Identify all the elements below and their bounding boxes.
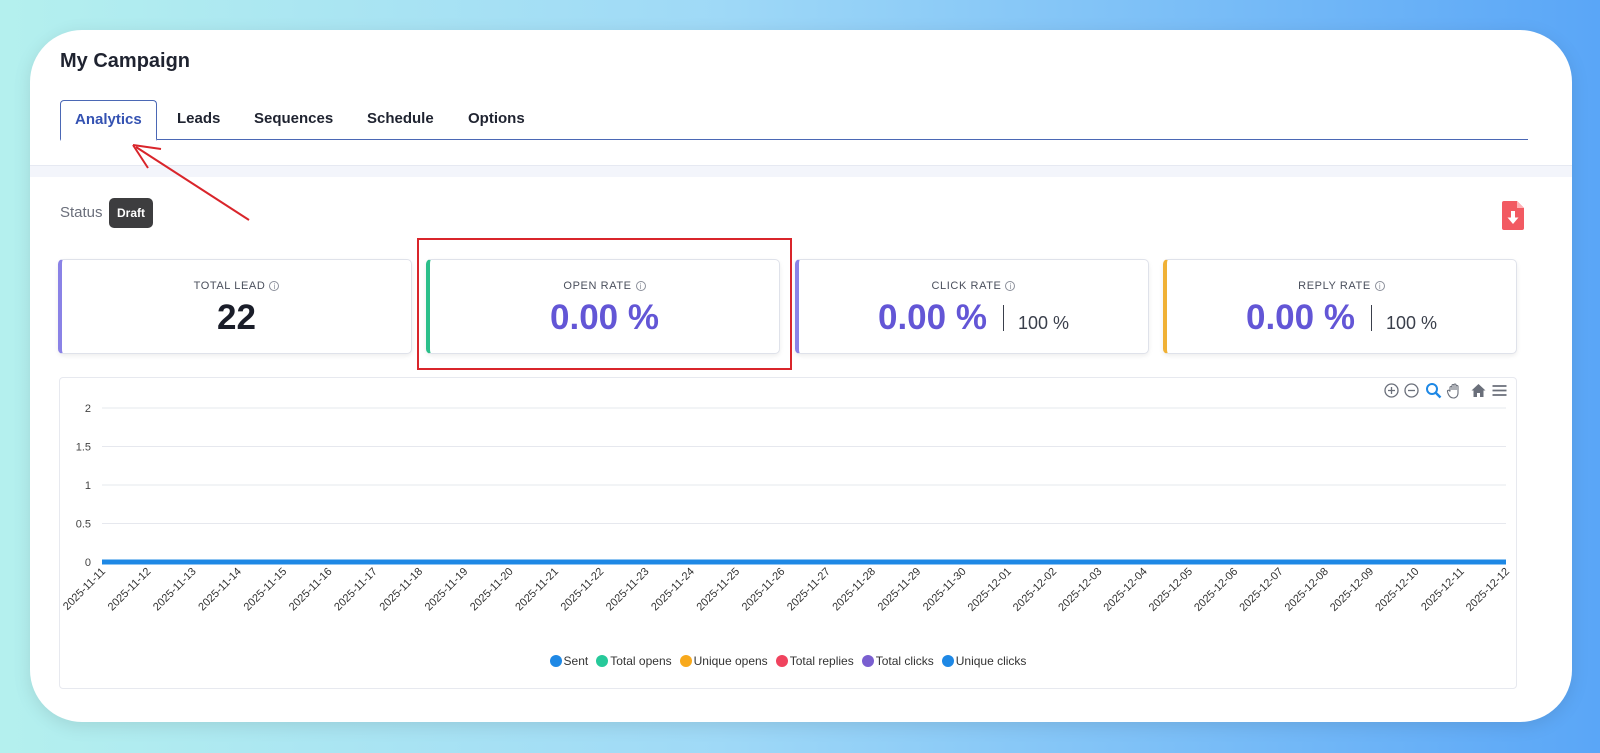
y-tick-label: 1.5 [76, 442, 91, 454]
stat-value: 0.00 % [877, 298, 987, 337]
x-tick-label: 2025-12-06 [1192, 566, 1240, 614]
tab-options[interactable]: Options [468, 110, 525, 127]
x-tick-label: 2025-11-20 [468, 566, 516, 614]
legend-marker [941, 655, 954, 667]
tab-sequences[interactable]: Sequences [254, 110, 334, 127]
x-tick-label: 2025-12-10 [1373, 566, 1421, 614]
x-tick-label: 2025-11-14 [196, 566, 244, 614]
y-tick-label: 1 [85, 480, 91, 492]
x-tick-label: 2025-11-15 [242, 566, 290, 614]
x-tick-label: 2025-12-07 [1237, 566, 1285, 614]
legend-marker [861, 655, 874, 667]
stat-card-click-rate: CLICK RATE i 0.00 % 100 % [795, 259, 1149, 354]
info-icon[interactable]: i [1005, 281, 1016, 291]
legend-item-total-clicks[interactable]: Total clicks [861, 654, 934, 668]
pan-icon[interactable] [1446, 382, 1463, 399]
stat-sub-value: 100 % [1385, 313, 1437, 333]
page-title: My Campaign [60, 50, 191, 72]
legend-marker [775, 655, 788, 667]
divider [1002, 305, 1004, 331]
x-tick-label: 2025-12-09 [1328, 566, 1376, 614]
x-tick-label: 2025-11-22 [559, 566, 607, 614]
x-tick-label: 2025-11-23 [604, 566, 652, 614]
zoom-selection-icon[interactable] [1425, 382, 1442, 399]
legend-item-unique-clicks[interactable]: Unique clicks [941, 654, 1027, 668]
stat-value: 0.00 % [1245, 298, 1355, 337]
campaign-panel: My Campaign Analytics Leads Sequences Sc… [30, 30, 1572, 722]
section-divider [30, 165, 1572, 177]
legend-item-total-replies[interactable]: Total replies [775, 654, 854, 668]
stat-label: OPEN RATE [563, 280, 632, 292]
chart-legend: Sent Total opens Unique opens Total replies… [60, 654, 1516, 668]
x-tick-label: 2025-12-04 [1102, 566, 1150, 614]
info-icon[interactable]: i [635, 281, 646, 291]
y-tick-label: 0.5 [76, 519, 91, 531]
stat-label: REPLY RATE [1298, 280, 1371, 292]
status-badge: Draft [109, 198, 154, 228]
legend-item-unique-opens[interactable]: Unique opens [679, 654, 768, 668]
zoom-out-icon[interactable] [1403, 382, 1420, 399]
x-tick-label: 2025-11-29 [876, 566, 924, 614]
stat-label: CLICK RATE [931, 280, 1002, 292]
zoom-in-icon[interactable] [1383, 382, 1400, 399]
stat-card-reply-rate: REPLY RATE i 0.00 % 100 % [1163, 259, 1517, 354]
tab-bar: Analytics Leads Sequences Schedule Optio… [60, 100, 1528, 141]
legend-label: Total opens [610, 654, 672, 668]
x-tick-label: 2025-11-11 [61, 566, 108, 613]
x-tick-label: 2025-11-28 [830, 566, 878, 614]
x-tick-label: 2025-11-16 [287, 566, 335, 614]
x-tick-label: 2025-11-19 [423, 566, 471, 614]
x-tick-label: 2025-11-12 [106, 566, 154, 614]
x-tick-label: 2025-12-08 [1283, 566, 1331, 614]
x-tick-label: 2025-11-27 [785, 566, 833, 614]
analytics-chart: 0 0.5 1 1.5 2 2025-11-11 2025-11-12 2025-11-13 2… [59, 377, 1517, 689]
x-tick-label: 2025-11-26 [740, 566, 788, 614]
stat-card-total-lead: TOTAL LEAD i 22 [58, 259, 412, 354]
x-tick-label: 2025-11-21 [513, 566, 561, 614]
legend-item-sent[interactable]: Sent [549, 654, 589, 668]
x-tick-label: 2025-12-01 [966, 566, 1014, 614]
y-tick-label: 0 [85, 557, 91, 569]
x-tick-label: 2025-12-12 [1464, 566, 1512, 614]
stat-value: 0.00 % [550, 298, 659, 337]
tab-schedule[interactable]: Schedule [367, 110, 434, 127]
y-tick-label: 2 [85, 403, 91, 415]
x-tick-label: 2025-12-05 [1147, 566, 1195, 614]
x-tick-label: 2025-11-18 [377, 566, 425, 614]
tab-analytics[interactable]: Analytics [60, 100, 157, 141]
stat-sub-value: 100 % [1017, 313, 1069, 333]
legend-label: Total replies [789, 654, 854, 668]
x-tick-label: 2025-11-24 [649, 566, 697, 614]
legend-label: Sent [563, 654, 589, 668]
legend-item-total-opens[interactable]: Total opens [596, 654, 672, 668]
x-tick-label: 2025-11-30 [921, 566, 969, 614]
divider [1370, 305, 1372, 331]
legend-marker [549, 655, 562, 667]
legend-label: Unique opens [693, 654, 768, 668]
chart-plot: 00.511.522025-11-112025-11-122025-11-132… [61, 403, 1512, 614]
stat-label: TOTAL LEAD [193, 280, 266, 292]
stat-value: 22 [217, 298, 256, 337]
legend-label: Unique clicks [955, 654, 1027, 668]
x-tick-label: 2025-12-02 [1011, 566, 1059, 614]
x-tick-label: 2025-12-03 [1056, 566, 1104, 614]
download-pdf-icon[interactable] [1502, 201, 1524, 230]
status-label: Status [60, 204, 103, 221]
info-icon[interactable]: i [269, 281, 280, 291]
x-tick-label: 2025-12-11 [1419, 566, 1467, 614]
menu-icon[interactable] [1491, 382, 1508, 399]
legend-marker [596, 655, 609, 667]
tab-leads[interactable]: Leads [177, 110, 221, 127]
reset-home-icon[interactable] [1470, 382, 1487, 399]
legend-label: Total clicks [875, 654, 934, 668]
x-tick-label: 2025-11-17 [332, 566, 380, 614]
legend-marker [679, 655, 692, 667]
info-icon[interactable]: i [1374, 281, 1385, 291]
x-tick-label: 2025-11-13 [151, 566, 199, 614]
x-tick-label: 2025-11-25 [694, 566, 742, 614]
stat-card-open-rate: OPEN RATE i 0.00 % [426, 259, 780, 354]
